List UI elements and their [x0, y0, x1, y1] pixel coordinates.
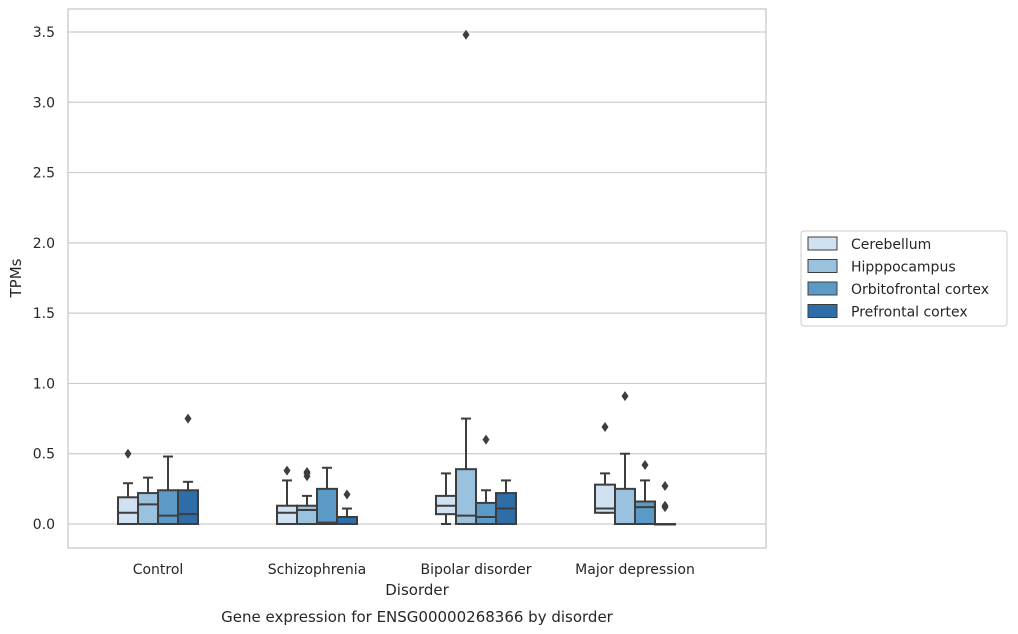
- outlier-point: [661, 481, 669, 492]
- outlier-point: [641, 459, 649, 470]
- legend-entry: Orbitofrontal cortex: [851, 282, 989, 298]
- box-iqr: [614, 487, 636, 526]
- y-tick-label: 0.5: [33, 447, 55, 463]
- box-orbitofrontal-cortex: [475, 434, 497, 525]
- box-iqr: [455, 468, 477, 526]
- box-plot-area: [117, 29, 676, 526]
- outlier-point: [184, 413, 192, 424]
- y-axis-label: TPMs: [7, 258, 25, 298]
- box-cerebellum: [594, 422, 616, 514]
- box-prefrontal-cortex: [336, 489, 358, 526]
- box-iqr: [117, 496, 139, 526]
- y-tick-label: 2.5: [33, 166, 55, 182]
- legend-entry: Cerebellum: [851, 237, 931, 253]
- y-tick-label: 1.5: [33, 306, 55, 322]
- box-iqr: [336, 515, 358, 526]
- x-axis-ticks: Control Schizophrenia Bipolar disorder Majo…: [133, 562, 695, 578]
- box-iqr: [296, 504, 318, 525]
- y-tick-label: 2.0: [33, 236, 55, 252]
- box-iqr: [177, 489, 199, 525]
- legend-swatch: [807, 236, 838, 251]
- outlier-point: [303, 466, 311, 477]
- box-prefrontal-cortex: [177, 413, 199, 525]
- outlier-point: [621, 391, 629, 402]
- box-prefrontal-cortex: [495, 479, 517, 525]
- outlier-point: [124, 448, 132, 459]
- outlier-point: [601, 422, 609, 433]
- legend: Cerebellum Hipppocampus Orbitofrontal cort…: [800, 230, 1008, 327]
- box-orbitofrontal-cortex: [634, 459, 656, 526]
- x-tick-label: Schizophrenia: [268, 562, 366, 578]
- legend-swatch: [807, 259, 838, 273]
- box-hipppocampus: [137, 476, 159, 525]
- box-iqr: [137, 492, 159, 525]
- legend-frame: [800, 230, 1008, 327]
- box-hipppocampus: [296, 466, 318, 525]
- outlier-point: [343, 489, 351, 500]
- y-tick-label: 3.5: [33, 25, 55, 41]
- legend-entry: Hipppocampus: [851, 260, 956, 276]
- plot-frame: [67, 8, 767, 549]
- y-tick-label: 0.0: [33, 517, 55, 533]
- outlier-point: [283, 465, 291, 476]
- box-iqr: [316, 487, 338, 526]
- box-cerebellum: [276, 465, 298, 525]
- box-iqr: [634, 500, 656, 526]
- legend-swatch: [807, 281, 838, 296]
- box-hipppocampus: [614, 391, 636, 526]
- box-orbitofrontal-cortex: [157, 455, 179, 525]
- y-tick-label: 1.0: [33, 376, 55, 392]
- box-iqr: [157, 489, 179, 525]
- box-cerebellum: [435, 472, 457, 525]
- legend-swatch: [807, 304, 838, 318]
- box-cerebellum: [117, 448, 139, 526]
- x-tick-label: Bipolar disorder: [420, 562, 531, 578]
- x-tick-label: Major depression: [575, 562, 695, 578]
- legend-entry: Prefrontal cortex: [851, 305, 968, 321]
- outlier-point: [482, 434, 490, 445]
- chart-caption: Gene expression for ENSG00000268366 by d…: [221, 608, 614, 626]
- box-hipppocampus: [455, 29, 477, 526]
- box-iqr: [276, 504, 298, 525]
- y-axis-ticks: 0.0 0.5 1.0 1.5 2.0 2.5 3.0 3.5: [33, 25, 55, 533]
- outlier-point: [661, 500, 669, 511]
- y-tick-label: 3.0: [33, 95, 55, 111]
- x-tick-label: Control: [133, 562, 184, 578]
- box-prefrontal-cortex: [654, 481, 676, 526]
- box-iqr: [475, 501, 497, 525]
- x-axis-label: Disorder: [385, 581, 449, 599]
- grid-lines: [68, 31, 766, 525]
- box-orbitofrontal-cortex: [316, 466, 338, 526]
- outlier-point: [462, 29, 470, 40]
